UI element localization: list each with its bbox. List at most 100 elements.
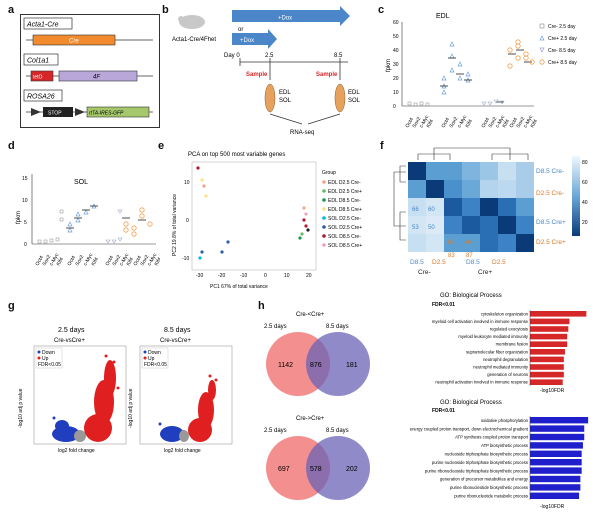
venn-top-overlap-value: 876 <box>310 362 322 369</box>
go_down-term-label: ATP synthesis coupled proton transport <box>455 435 529 440</box>
svg-text:60: 60 <box>428 207 435 213</box>
svg-text:SOL D2.5 Cre-: SOL D2.5 Cre- <box>328 216 361 222</box>
svg-text:Klf4: Klf4 <box>126 256 136 267</box>
sol-ylabel: fpkm <box>16 211 22 224</box>
svg-text:EDL D2.5 Cre-: EDL D2.5 Cre- <box>328 180 361 186</box>
go-down-chart: GO: Biological Process FDR<0.01 -log10FD… <box>380 396 598 512</box>
stop-box <box>43 107 73 117</box>
volcano-right-ylabel: -log10 adj p value <box>128 388 134 428</box>
volcano-right-title: 8.5 days <box>164 327 191 334</box>
go_down-bar <box>530 467 582 474</box>
svg-text:Klf4: Klf4 <box>530 118 540 129</box>
svg-text:0: 0 <box>393 104 396 110</box>
go_down-term-label: oxidative phosphorylation <box>481 418 529 423</box>
svg-text:EDL D8.5 Cre+: EDL D8.5 Cre+ <box>328 207 362 213</box>
go_up-bar <box>530 318 570 325</box>
svg-text:66: 66 <box>412 207 419 213</box>
svg-text:-10: -10 <box>182 256 189 262</box>
svg-text:Klf4: Klf4 <box>426 118 436 129</box>
volcano-right-points <box>158 374 218 442</box>
svg-text:D2.5 Cre+: D2.5 Cre+ <box>536 239 566 246</box>
constructs-svg: Acta1-Cre Cre Col1a1 tetO 4F ROSA26 STOP… <box>23 17 153 118</box>
venn-bottom-overlap-value: 578 <box>310 466 322 473</box>
svg-text:-30: -30 <box>196 273 203 279</box>
go_up-bar <box>530 333 568 340</box>
svg-text:SOL D8.5 Cre+: SOL D8.5 Cre+ <box>328 243 362 249</box>
pca-legend: EDL D2.5 Cre- EDL D2.5 Cre+ EDL D8.5 Cre… <box>322 180 362 249</box>
svg-text:Up: Up <box>42 356 49 362</box>
rtta-label: rtTA-IRES-GFP <box>89 111 124 117</box>
sol-cre-plus-85-points <box>123 207 153 237</box>
sol-title: SOL <box>74 179 88 186</box>
panel-c-edl: EDL fpkm 0 10 20 30 40 50 60 <box>384 10 598 138</box>
svg-text:5: 5 <box>24 220 27 226</box>
panel-label-e: e <box>158 140 165 152</box>
svg-text:Sox2: Sox2 <box>75 254 86 267</box>
heatmap-numbers: 66 60 53 50 61 64 83 87 <box>412 207 473 259</box>
venn-bottom-title: Cre->Cre+ <box>296 416 325 422</box>
go-up-svg: GO: Biological Process FDR<0.01 -log10FD… <box>432 293 587 394</box>
pca-frame <box>191 161 317 271</box>
svg-text:Cre- 2.5 day: Cre- 2.5 day <box>548 24 576 30</box>
svg-text:0: 0 <box>186 218 189 224</box>
go_down-bar <box>530 433 585 441</box>
heatmap-col-labels: D8.5 D2.5 D8.5 D2.5 Cre- Cre+ <box>410 259 506 276</box>
heatmap-colorbar <box>572 156 580 236</box>
go-down-title: GO: Biological Process <box>440 400 502 406</box>
dox-short-label: +Dox <box>240 38 254 44</box>
svg-text:D2.5: D2.5 <box>432 259 446 266</box>
svg-text:30: 30 <box>393 62 399 68</box>
go_down-bar <box>530 450 582 457</box>
pca-ylabel: PC2 19.8% of total variance <box>172 194 178 256</box>
svg-text:Sox2: Sox2 <box>412 116 423 129</box>
svg-text:EDL D2.5 Cre+: EDL D2.5 Cre+ <box>328 189 362 195</box>
svg-text:Down: Down <box>42 350 55 356</box>
venn-top-right-circle <box>306 332 370 396</box>
venn-bottom-right-value: 202 <box>346 466 358 473</box>
go_down-term-label: purine nucleoside triphosphate biosynthe… <box>432 460 528 465</box>
edl-means <box>440 49 532 103</box>
svg-text:Oct4: Oct4 <box>509 117 520 129</box>
acta1-cre-label-box <box>23 17 73 30</box>
go_up-bar <box>530 326 569 332</box>
heatmap-scale-labels: 80 60 40 20 <box>582 160 588 226</box>
edl-cre-plus-85-points <box>507 39 535 69</box>
svg-text:Klf4: Klf4 <box>56 256 66 267</box>
sol-svg: SOL fpkm 0 5 10 15 <box>16 174 163 267</box>
go-down-fdr: FDR<0.01 <box>432 408 455 414</box>
svg-text:60: 60 <box>582 180 588 186</box>
go-up-title: GO: Biological Process <box>440 293 502 299</box>
go_down-term-label: ATP biosynthetic process <box>481 443 528 448</box>
svg-text:EDL D8.5 Cre-: EDL D8.5 Cre- <box>328 198 361 204</box>
panel-f-heatmap: 66 60 53 50 61 64 83 87 D8.5 Cre- D2.5 C… <box>388 140 598 288</box>
venn-top-right-value: 181 <box>346 362 358 369</box>
muscle-icon-1 <box>264 83 276 113</box>
sol-label-1: SOL <box>279 98 292 104</box>
volcano-left-title: 2.5 days <box>58 327 85 334</box>
teto-label: tetO <box>33 75 43 81</box>
go_up-term-label: cytoskeleton organization <box>481 311 529 316</box>
go-down-xlabel: -log10FDR <box>540 504 565 510</box>
svg-text:D8.5: D8.5 <box>410 259 424 266</box>
svg-text:15: 15 <box>22 176 28 182</box>
go_up-bar <box>530 364 564 370</box>
svg-text:83: 83 <box>448 253 455 259</box>
go_up-term-label: regulated exocytosis <box>490 327 528 332</box>
svg-text:Oct4: Oct4 <box>35 255 46 267</box>
svg-text:Cre+ 8.5 day: Cre+ 8.5 day <box>548 60 577 66</box>
panel-label-c: c <box>378 4 385 16</box>
svg-text:D8.5: D8.5 <box>466 259 480 266</box>
sol-means <box>66 205 146 229</box>
panel-g-volcano: 2.5 days Cre-vsCre+ -log10 adj p value l… <box>14 318 254 508</box>
pca-legend-title: Group <box>322 170 336 176</box>
volcano-right-subtitle: Cre-vsCre+ <box>160 338 191 344</box>
svg-text:64: 64 <box>466 240 473 246</box>
acta1-cre-label: Acta1-Cre <box>26 22 59 29</box>
svg-text:20: 20 <box>306 273 312 279</box>
col1a1-label: Col1a1 <box>27 58 49 65</box>
go_down-term-label: energy coupled proton transport, down el… <box>410 426 529 431</box>
heatmap-cells <box>408 162 534 252</box>
svg-text:0: 0 <box>24 242 27 248</box>
muscle-icon-2 <box>334 83 346 113</box>
svg-text:10: 10 <box>184 180 190 186</box>
